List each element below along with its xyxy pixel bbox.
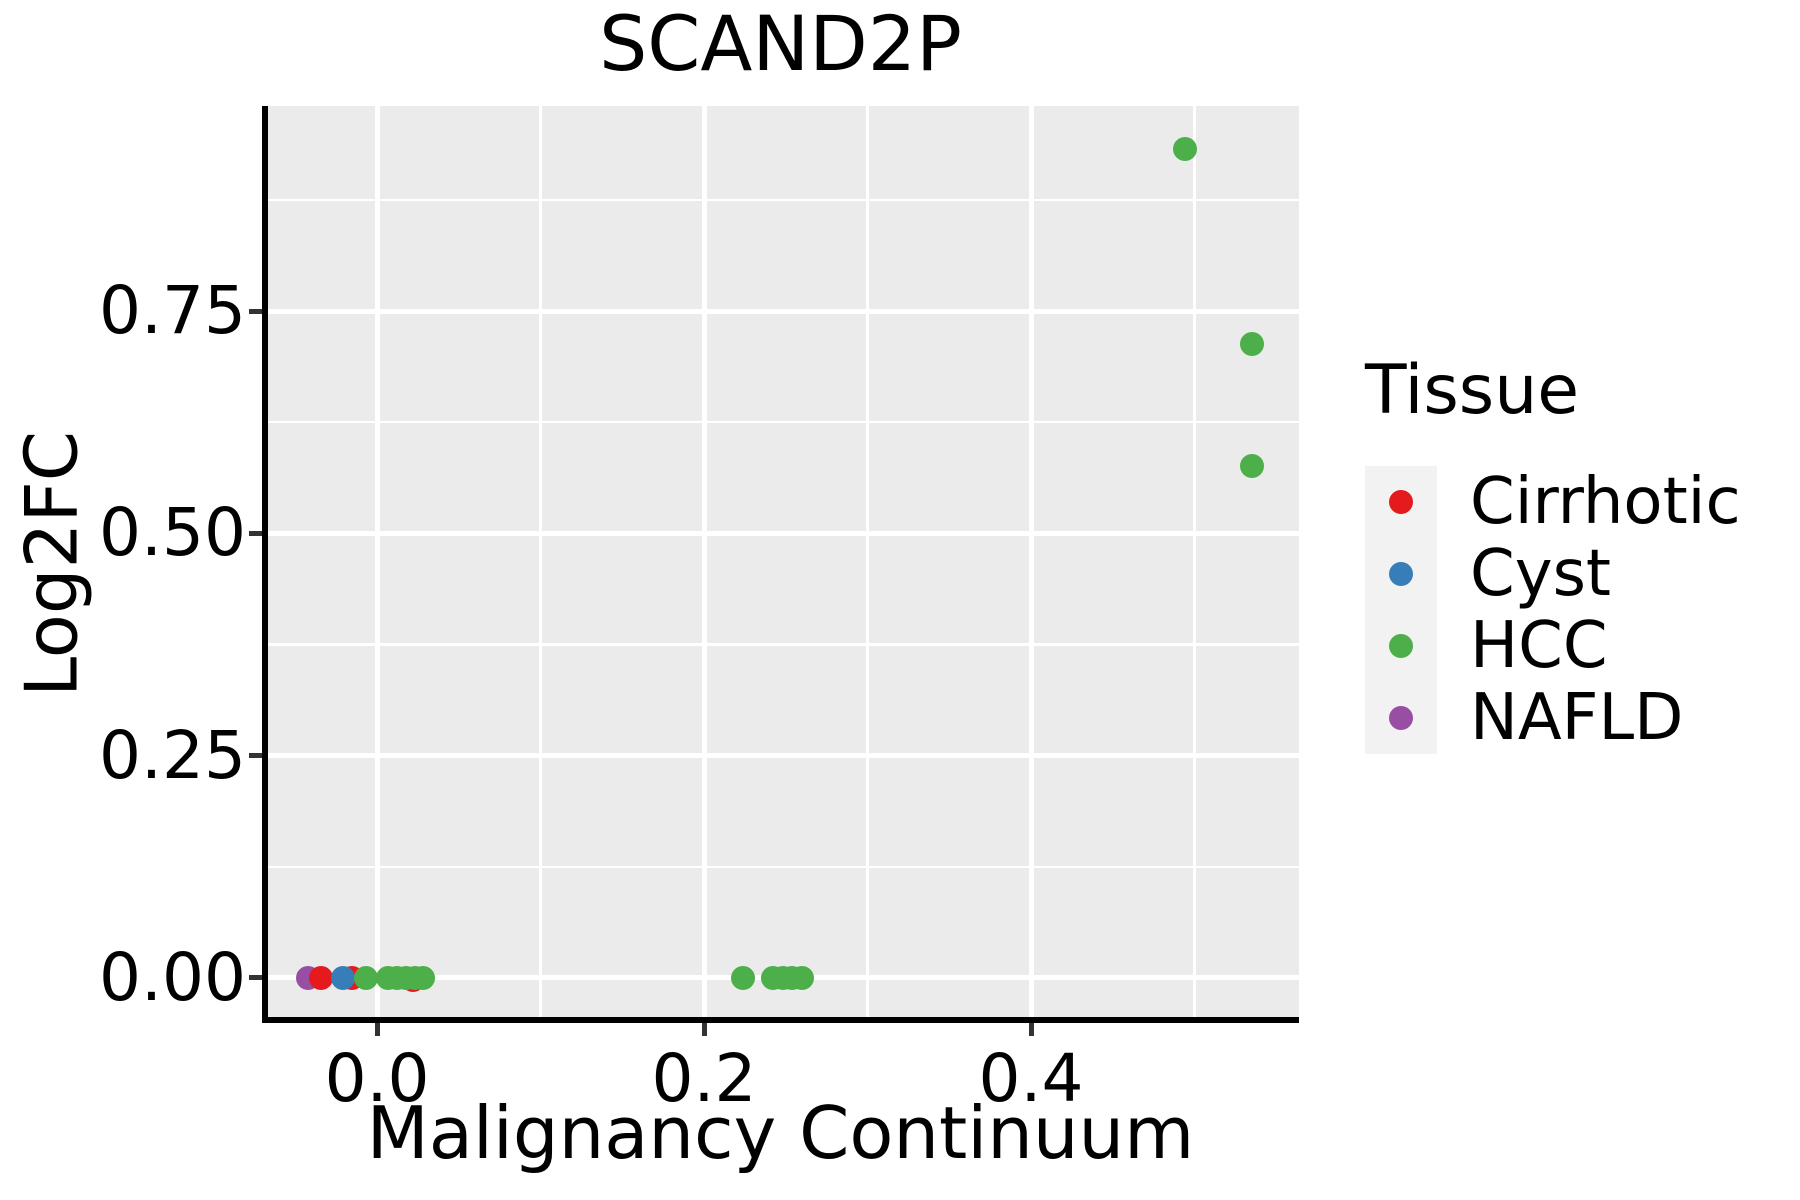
y-major-gridline	[268, 530, 1299, 536]
y-major-gridline	[268, 308, 1299, 314]
legend-label: HCC	[1470, 608, 1608, 683]
legend-key	[1365, 681, 1437, 754]
legend-key	[1365, 609, 1437, 682]
y-major-gridline	[268, 753, 1299, 759]
x-tick-mark	[1028, 1023, 1034, 1036]
legend-item-hcc: HCC	[1365, 608, 1741, 683]
y-axis-title: Log2FC	[9, 430, 94, 698]
y-tick-label: 0.75	[99, 272, 246, 350]
plot-panel	[268, 106, 1299, 1017]
hcc-color-dot-icon	[1389, 633, 1413, 658]
y-axis-line	[262, 106, 268, 1023]
x-tick-label: 0.4	[978, 1040, 1084, 1117]
y-tick-mark	[249, 530, 262, 536]
x-tick-mark	[374, 1023, 380, 1036]
legend-label: NAFLD	[1470, 680, 1684, 755]
y-minor-gridline	[268, 420, 1299, 424]
x-major-gridline	[374, 106, 380, 1017]
y-tick-mark	[249, 975, 262, 981]
x-axis-line	[262, 1017, 1299, 1023]
data-point-hcc	[353, 965, 378, 990]
legend-item-nafld: NAFLD	[1365, 680, 1741, 755]
data-point-hcc	[1172, 137, 1197, 162]
cyst-color-dot-icon	[1389, 561, 1413, 586]
y-minor-gridline	[268, 643, 1299, 646]
y-tick-label: 0.25	[99, 716, 246, 794]
y-minor-gridline	[268, 198, 1299, 202]
x-minor-gridline	[1193, 106, 1196, 1017]
legend-key	[1365, 537, 1437, 610]
legend: Tissue Cirrhotic Cyst HCC NAFLD	[1365, 350, 1741, 754]
cirrhotic-color-dot-icon	[1389, 489, 1413, 514]
data-point-hcc	[410, 965, 435, 990]
y-tick-mark	[249, 753, 262, 759]
x-axis-title: Malignancy Continuum	[366, 1091, 1195, 1175]
data-point-hcc	[1239, 331, 1264, 356]
x-minor-gridline	[866, 106, 869, 1017]
legend-key	[1365, 465, 1437, 538]
x-tick-label: 0.0	[324, 1040, 430, 1117]
plot-title: SCAND2P	[599, 0, 962, 88]
data-point-hcc	[731, 965, 756, 990]
y-tick-label: 0.00	[99, 938, 246, 1016]
data-point-hcc	[1239, 453, 1264, 478]
legend-items: Cirrhotic Cyst HCC NAFLD	[1365, 464, 1741, 755]
y-tick-mark	[249, 308, 262, 314]
x-tick-label: 0.2	[651, 1040, 757, 1117]
legend-title: Tissue	[1365, 351, 1580, 430]
data-point-cyst	[330, 965, 355, 990]
y-minor-gridline	[268, 865, 1299, 869]
nafld-color-dot-icon	[1389, 705, 1413, 730]
legend-label: Cyst	[1470, 536, 1611, 611]
legend-label: Cirrhotic	[1470, 464, 1741, 539]
x-major-gridline	[701, 106, 707, 1017]
x-minor-gridline	[539, 106, 542, 1017]
x-major-gridline	[1028, 106, 1034, 1017]
legend-item-cyst: Cyst	[1365, 536, 1741, 611]
data-point-hcc	[790, 965, 815, 990]
data-point-cirrhotic	[309, 965, 334, 990]
legend-item-cirrhotic: Cirrhotic	[1365, 464, 1741, 539]
y-tick-label: 0.50	[99, 494, 246, 572]
x-tick-mark	[701, 1023, 707, 1036]
